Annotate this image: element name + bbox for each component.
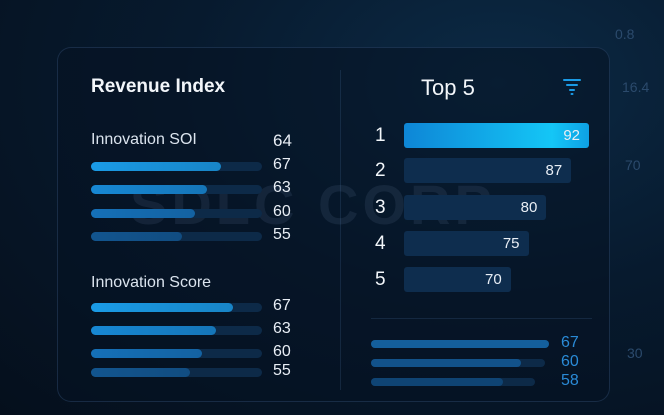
- summary-bar: [371, 359, 545, 367]
- progress-fill: [91, 303, 233, 312]
- bar-value: 63: [273, 320, 291, 337]
- innovation-score-label: Innovation Score: [91, 274, 212, 291]
- rank-number: 3: [375, 197, 386, 218]
- bg-number: 16.4: [622, 79, 650, 95]
- bar-value: 55: [273, 362, 291, 379]
- filter-icon[interactable]: [562, 77, 582, 97]
- top-item-bar[interactable]: 80: [404, 195, 547, 220]
- bar-value: 67: [273, 297, 291, 314]
- progress-fill: [91, 349, 203, 358]
- panel-divider: [340, 70, 341, 390]
- progress-bar: [91, 185, 262, 194]
- progress-bar: [91, 162, 262, 171]
- progress-bar: [91, 326, 262, 335]
- progress-bar: [91, 303, 262, 312]
- summary-value: 60: [561, 353, 579, 370]
- progress-bar: [91, 232, 262, 241]
- progress-fill: [91, 185, 208, 194]
- progress-fill: [91, 368, 191, 377]
- rank-number: 4: [375, 233, 386, 254]
- rank-number: 1: [375, 125, 386, 146]
- bg-number: 70: [625, 157, 641, 173]
- summary-value: 67: [561, 334, 579, 351]
- bg-number: 0.8: [615, 26, 635, 42]
- progress-bar: [91, 349, 262, 358]
- top5-title: Top 5: [421, 75, 475, 100]
- top-item-bar[interactable]: 70: [404, 267, 511, 292]
- summary-fill: [371, 340, 549, 348]
- summary-value: 58: [561, 372, 579, 389]
- bg-number: 30: [627, 345, 643, 361]
- top-item-bar[interactable]: 92: [404, 123, 589, 148]
- summary-bar: [371, 340, 549, 348]
- bar-value: 67: [273, 156, 291, 173]
- innovation-soi-label: Innovation SOI: [91, 131, 197, 148]
- top-item-bar[interactable]: 75: [404, 231, 529, 256]
- progress-fill: [91, 162, 221, 171]
- innovation-soi-value: 64: [273, 131, 292, 150]
- summary-fill: [371, 359, 521, 367]
- top-item-value: 75: [502, 235, 520, 252]
- rank-number: 2: [375, 160, 386, 181]
- top-item-bar[interactable]: 87: [404, 158, 572, 183]
- revenue-index-title: Revenue Index: [91, 76, 226, 97]
- summary-bar: [371, 378, 535, 386]
- top-item-value: 92: [563, 127, 580, 144]
- summary-fill: [371, 378, 503, 386]
- bar-value: 60: [273, 203, 291, 220]
- top-item-value: 80: [520, 199, 538, 216]
- progress-bar: [91, 209, 262, 218]
- bar-value: 63: [273, 179, 291, 196]
- bar-value: 55: [273, 226, 291, 243]
- progress-bar: [91, 368, 262, 377]
- rank-number: 5: [375, 269, 386, 290]
- progress-fill: [91, 326, 216, 335]
- progress-fill: [91, 232, 182, 241]
- bar-value: 60: [273, 343, 291, 360]
- top-item-value: 70: [485, 271, 502, 288]
- top-item-value: 87: [545, 162, 563, 179]
- separator: [371, 318, 592, 319]
- progress-fill: [91, 209, 196, 218]
